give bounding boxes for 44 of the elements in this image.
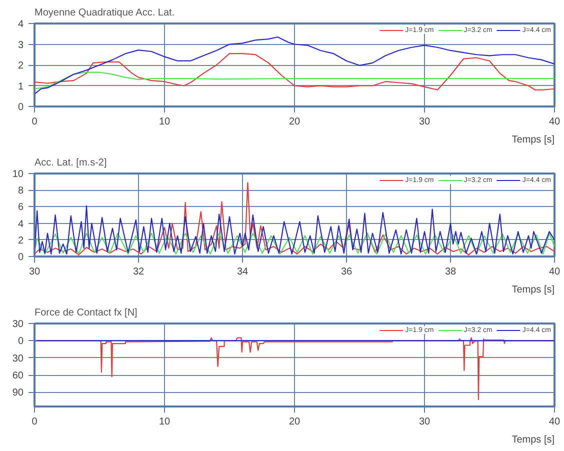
x-tick-label: 32: [132, 266, 144, 278]
y-tick-label: 30: [12, 319, 24, 330]
y-tick-label: 0: [18, 252, 24, 263]
chart-title: Force de Contact fx [N]: [34, 308, 138, 318]
line-series: [34, 232, 554, 255]
y-tick-label: 0: [18, 336, 24, 348]
x-tick-label: 30: [418, 416, 430, 428]
y-tick-label: 1: [18, 81, 24, 92]
x-axis-title: Temps [s]: [512, 284, 555, 296]
x-tick-label: 20: [288, 116, 300, 128]
x-tick-label: 40: [548, 266, 560, 278]
y-tick-label: 8: [18, 186, 24, 197]
y-tick-label: 2: [18, 235, 24, 246]
y-tick-label: 6: [18, 202, 24, 214]
x-tick-label: 10: [158, 116, 170, 128]
y-tick-label: 4: [18, 19, 24, 30]
line-series: [34, 205, 554, 255]
chart-title: Moyenne Quadratique Acc. Lat.: [34, 8, 175, 18]
x-tick-label: 20: [288, 416, 300, 428]
x-tick-label: 30: [28, 266, 40, 278]
x-tick-label: 10: [158, 416, 170, 428]
x-tick-label: 40: [548, 116, 560, 128]
x-tick-label: 34: [236, 266, 248, 278]
y-tick-label: 3: [18, 40, 24, 51]
y-tick-label: 60: [12, 370, 24, 382]
line-series: [34, 53, 554, 90]
y-tick-label: 0: [18, 102, 24, 113]
x-tick-label: 38: [444, 266, 456, 278]
line-series: [34, 72, 554, 90]
x-tick-label: 40: [548, 416, 560, 428]
x-tick-label: 0: [32, 116, 38, 128]
x-axis-title: Temps [s]: [512, 434, 555, 446]
x-tick-label: 36: [340, 266, 352, 278]
y-tick-label: 90: [12, 388, 24, 399]
line-series: [34, 182, 554, 256]
x-tick-label: 0: [32, 416, 38, 428]
x-tick-label: 30: [418, 116, 430, 128]
line-series: [34, 36, 554, 95]
x-axis-title: Temps [s]: [512, 134, 555, 146]
y-tick-label: 4: [18, 218, 24, 230]
chart-title: Acc. Lat. [m.s-2]: [34, 158, 107, 168]
y-tick-label: 2: [18, 60, 24, 72]
y-tick-label: 10: [12, 169, 24, 180]
y-tick-label: 30: [12, 353, 24, 364]
